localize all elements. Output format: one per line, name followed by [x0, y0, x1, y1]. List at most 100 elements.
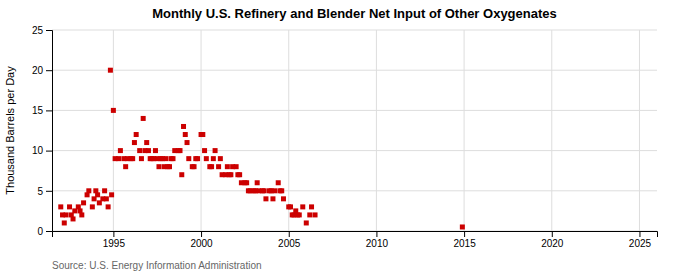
point	[156, 164, 161, 169]
point	[183, 132, 188, 137]
point	[104, 196, 109, 201]
point	[102, 188, 107, 193]
point	[58, 204, 63, 209]
tick-label: 2000	[190, 238, 213, 249]
point	[237, 172, 242, 177]
point	[106, 204, 111, 209]
point	[185, 140, 190, 145]
point	[460, 224, 465, 229]
source-note: Source: U.S. Energy Information Administ…	[52, 260, 262, 271]
grid	[52, 30, 657, 231]
tick-mark	[46, 231, 52, 232]
point	[123, 164, 128, 169]
tick: 5	[37, 186, 52, 197]
point	[281, 196, 286, 201]
point	[181, 124, 186, 129]
tick-mark	[46, 30, 52, 31]
grid-line	[551, 30, 552, 231]
tick-label: 15	[32, 105, 44, 116]
point	[90, 204, 95, 209]
tick-mark	[46, 70, 52, 71]
point	[62, 220, 67, 225]
tick: 2020	[541, 231, 564, 249]
point	[225, 164, 230, 169]
y-axis-title: Thousand Barrels per Day	[4, 66, 16, 195]
axis-line	[53, 232, 658, 238]
point	[109, 192, 114, 197]
tick: 2015	[453, 231, 476, 249]
point	[213, 148, 218, 153]
tick-mark	[289, 231, 290, 237]
tick-mark	[464, 231, 465, 237]
point	[186, 156, 191, 161]
tick: 2000	[190, 231, 213, 249]
point	[95, 192, 100, 197]
point	[137, 148, 142, 153]
grid-line	[376, 30, 377, 231]
point	[216, 164, 221, 169]
grid-line	[288, 30, 289, 231]
point	[200, 132, 205, 137]
title: Monthly U.S. Refinery and Blender Net In…	[152, 6, 557, 21]
tick-mark	[376, 231, 377, 237]
tick-mark	[639, 231, 640, 237]
point	[108, 68, 113, 73]
point	[204, 156, 209, 161]
grid-line	[52, 110, 657, 111]
tick-label: 1995	[103, 238, 126, 249]
point	[146, 148, 151, 153]
point	[134, 132, 139, 137]
grid-line	[201, 30, 202, 231]
point	[276, 180, 281, 185]
tick-label: 25	[32, 25, 44, 36]
point	[111, 108, 116, 113]
y-axis: 0 5 10 15 20 25	[32, 25, 53, 237]
tick-mark	[201, 231, 202, 237]
point	[79, 212, 84, 217]
point	[255, 180, 260, 185]
point	[179, 172, 184, 177]
points	[58, 68, 465, 230]
point	[116, 156, 121, 161]
point	[139, 156, 144, 161]
point	[304, 220, 309, 225]
tick: 15	[32, 105, 52, 116]
tick: 2005	[278, 231, 301, 249]
point	[81, 200, 86, 205]
point	[167, 164, 172, 169]
point	[118, 148, 123, 153]
grid-line	[113, 30, 114, 231]
point	[234, 164, 239, 169]
point	[130, 156, 135, 161]
point	[178, 148, 183, 153]
point	[163, 156, 168, 161]
point	[171, 156, 176, 161]
point	[192, 164, 197, 169]
tick-mark	[46, 110, 52, 111]
tick: 20	[32, 65, 52, 76]
tick: 2010	[366, 231, 389, 249]
point	[218, 156, 223, 161]
tick-label: 2025	[629, 238, 652, 249]
point	[132, 140, 137, 145]
point	[67, 204, 72, 209]
point	[272, 188, 277, 193]
point	[71, 216, 76, 221]
tick-label: 2015	[453, 238, 476, 249]
tick-mark	[46, 151, 52, 152]
grid-line	[464, 30, 465, 231]
tick-label: 2020	[541, 238, 564, 249]
point	[244, 180, 249, 185]
tick: 0	[37, 226, 52, 237]
tick-label: 2010	[366, 238, 389, 249]
point	[313, 212, 318, 217]
point	[297, 212, 302, 217]
tick: 10	[32, 145, 52, 156]
tick-label: 0	[37, 226, 43, 237]
point	[263, 196, 268, 201]
point	[141, 116, 146, 121]
grid-line	[52, 190, 657, 191]
grid-line	[52, 30, 657, 31]
point	[309, 204, 314, 209]
tick-mark	[46, 191, 52, 192]
